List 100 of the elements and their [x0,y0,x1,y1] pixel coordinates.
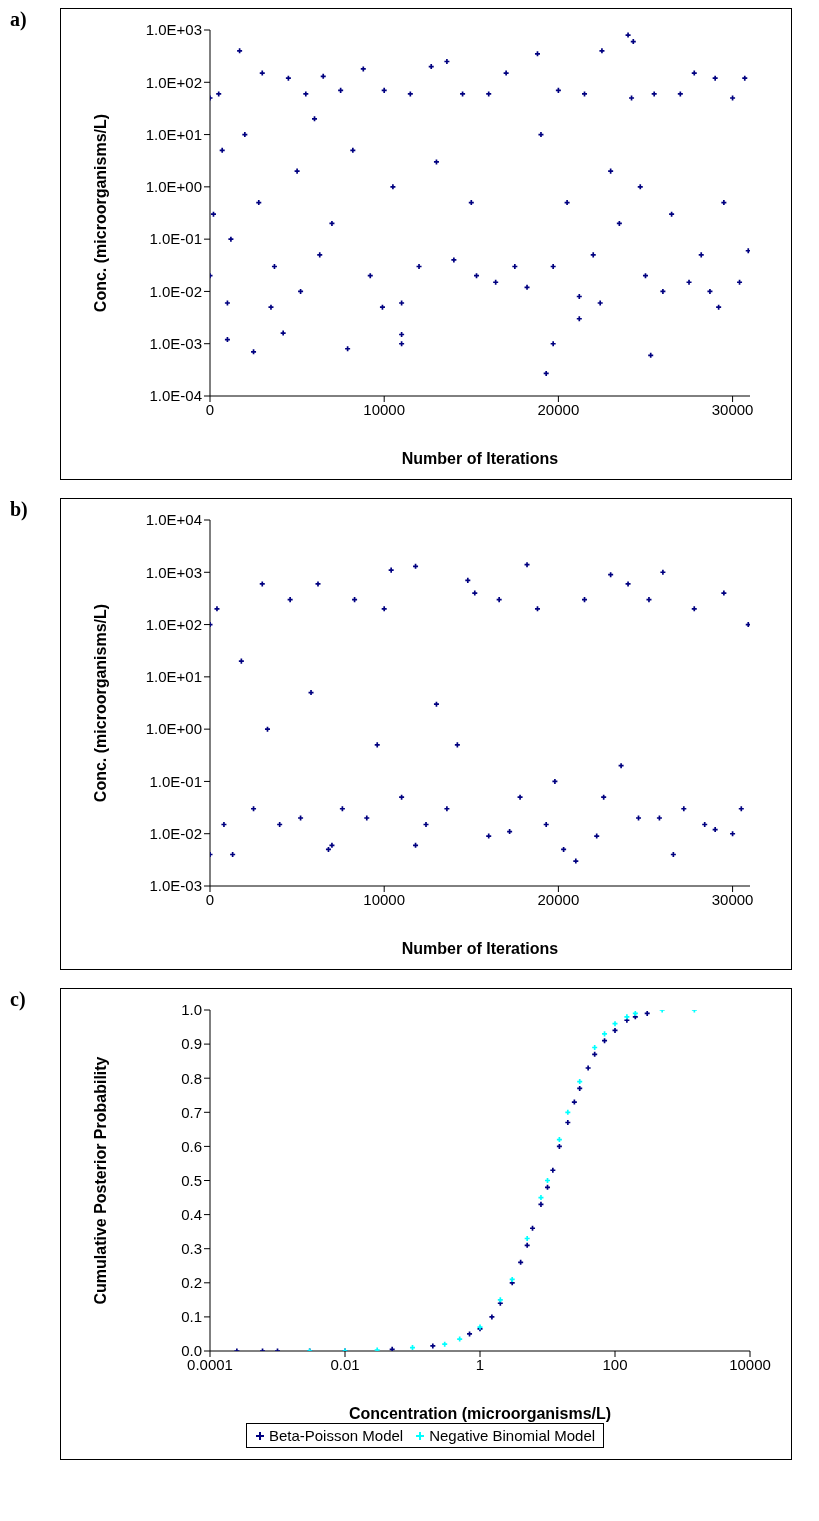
y-tick-label: 1.0E+03 [145,21,202,39]
y-tick-label: 1.0E+02 [145,73,202,91]
x-tick-label: 20000 [537,400,580,418]
point [339,806,345,812]
text: b) [10,498,28,521]
y-tick-label: 0.2 [181,1274,202,1292]
point [413,563,419,569]
point [399,794,405,800]
text: c) [10,988,26,1011]
point [625,581,631,587]
point [374,742,380,748]
point [472,590,478,596]
x-tick-label: 30000 [711,890,754,908]
x-tick-label: 0 [205,890,215,908]
point [524,562,530,568]
point [287,597,293,603]
point [238,658,244,664]
y-tick-label: 1.0E+01 [145,125,202,143]
point [552,778,558,784]
point [702,822,708,828]
x-tick-label: 0 [205,400,215,418]
point [496,597,502,603]
point [656,815,662,821]
point [413,842,419,848]
point [534,606,540,612]
x-tick-label: 30000 [711,400,754,418]
point [636,815,642,821]
point [573,858,579,864]
point [745,622,750,628]
point [712,827,718,833]
point [214,606,220,612]
y-axis-title: Cumulative Posterior Probability [91,1056,109,1305]
point [381,606,387,612]
x-tick-label: 10000 [363,400,406,418]
y-tick-label: 0.1 [181,1308,202,1326]
point [259,581,265,587]
y-tick-label: 1.0E-02 [149,825,202,843]
y-tick-label: 1.0E+00 [145,178,202,196]
point [329,842,335,848]
point [660,569,666,575]
point [681,806,687,812]
point [691,606,697,612]
point [315,581,321,587]
point [730,831,736,837]
y-tick-label: 1.0E+01 [145,668,202,686]
point [264,726,270,732]
point [517,794,523,800]
y-tick-label: 1.0E+03 [145,563,202,581]
y-tick-label: 1.0E+04 [145,511,202,529]
point [277,822,283,828]
y-tick-label: 1.0E-01 [149,772,202,790]
point [738,806,744,812]
point [646,597,652,603]
y-tick-label: 1.0E+02 [145,615,202,633]
x-tick-label: 20000 [537,890,580,908]
y-tick-label: 1.0 [181,1001,202,1019]
y-tick-label: 1.0E-04 [149,387,202,405]
point [423,822,429,828]
y-tick-label: 0.9 [181,1035,202,1053]
point [486,833,492,839]
point [465,577,471,583]
point [543,822,549,828]
point [364,815,370,821]
point [221,822,227,828]
y-axis-title: Conc. (microorganisms/L) [91,603,109,803]
y-tick-label: 0.4 [181,1205,202,1223]
point [251,806,257,812]
x-axis-title: Number of Iterations [401,450,559,467]
legend-label: Beta-Poisson Model [268,1427,404,1444]
x-tick-label: 1 [475,1355,485,1373]
y-tick-label: 0.7 [181,1103,202,1121]
x-axis-title: Number of Iterations [401,940,559,957]
x-tick-label: 10000 [363,890,406,908]
y-tick-label: 1.0E-03 [149,877,202,895]
point [298,815,304,821]
point [308,690,314,696]
point [721,590,727,596]
x-tick-label: 10000 [729,1355,771,1373]
x-tick-label: 0.01 [330,1355,360,1373]
y-tick-label: 0.5 [181,1171,202,1189]
point [608,572,614,578]
y-tick-label: 1.0E+00 [145,720,202,738]
point [601,794,607,800]
x-tick-label: 100 [602,1355,628,1373]
y-tick-label: 1.0E-02 [149,282,202,300]
y-tick-label: 0.8 [181,1069,202,1087]
text: a) [10,8,27,31]
point [444,806,450,812]
y-axis-title: Conc. (microorganisms/L) [91,113,109,313]
y-tick-label: 1.0E-01 [149,230,202,248]
y-tick-label: 0.6 [181,1137,202,1155]
point [618,763,624,769]
x-axis-title: Concentration (microorganisms/L) [348,1405,612,1422]
legend-label: Negative Binomial Model [429,1427,596,1444]
y-tick-label: 1.0E-03 [149,335,202,353]
point [594,833,600,839]
y-tick-label: 0.3 [181,1240,202,1258]
point [433,701,439,707]
point [388,567,394,573]
point [454,742,460,748]
